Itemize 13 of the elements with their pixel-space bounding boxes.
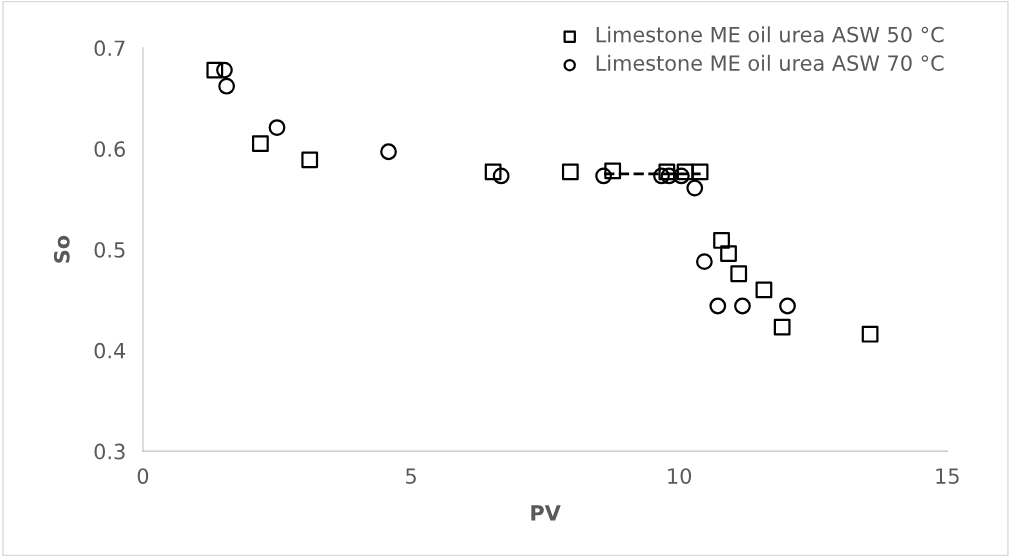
x-tick-label: 15 — [936, 468, 959, 484]
y-tick-label: 0.5 — [94, 241, 125, 258]
y-tick-label: 0.4 — [94, 342, 126, 359]
legend-label: Limestone ME oil urea ASW 70 °C — [596, 54, 944, 71]
y-tick-label: 0.3 — [94, 443, 125, 460]
x-tick-label: 5 — [406, 468, 416, 484]
x-tick-label: 10 — [668, 468, 692, 484]
x-axis-title: PV — [531, 505, 561, 521]
y-tick-label: 0.7 — [94, 40, 125, 57]
y-tick-label: 0.6 — [94, 141, 125, 157]
y-axis-title: So — [53, 235, 70, 263]
x-tick-label: 0 — [137, 468, 149, 484]
legend-label: Limestone ME oil urea ASW 50 °C — [596, 26, 944, 43]
